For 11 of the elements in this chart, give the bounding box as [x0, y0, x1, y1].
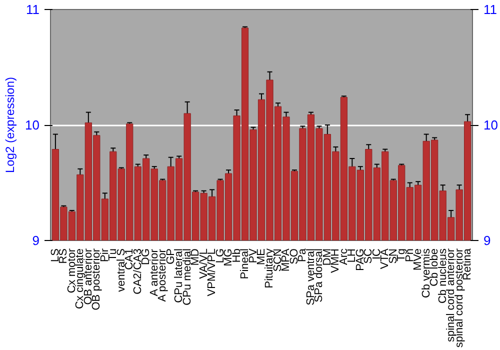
y2-tick-label: 11	[484, 2, 497, 17]
y-tick-label: 9	[32, 233, 40, 248]
y2-tick-label: 10	[484, 118, 498, 132]
y-axis-title: Log2 (expression)	[3, 76, 18, 174]
x-tick-label: OB posterior	[90, 248, 103, 310]
x-tick-label: A posterior	[156, 248, 169, 302]
y-tick-label: 11	[26, 2, 40, 17]
y2-tick-label: 9	[484, 233, 491, 248]
x-tick-label: Retina	[462, 248, 474, 280]
y-tick-label: 10	[25, 118, 40, 132]
x-tick-label: Tg	[396, 248, 408, 262]
